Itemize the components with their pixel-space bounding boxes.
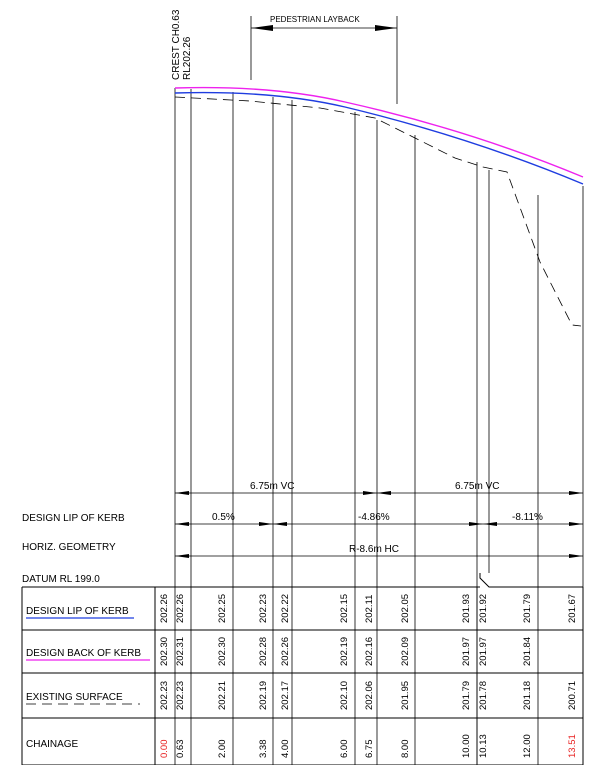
vc-label-1: 6.75m VC: [250, 481, 294, 492]
lip-value: 202.26: [159, 594, 170, 623]
chainage-value: 0.00: [159, 740, 170, 759]
grade-2: -4.86%: [358, 512, 390, 523]
lip-value: 202.15: [339, 594, 350, 623]
arrow-left-icon: [251, 25, 273, 31]
chainage-value: 2.00: [217, 740, 228, 759]
lip-value: 202.23: [258, 594, 269, 623]
horiz-geometry-label: HORIZ. GEOMETRY: [22, 542, 116, 553]
lip-value: 201.79: [522, 594, 533, 623]
table-values: 202.26 202.26 202.25 202.23 202.22 202.15 202.…: [159, 594, 578, 758]
design-lip-profile: [174, 91, 584, 185]
chainage-value: 3.38: [258, 740, 269, 759]
grade-3: -8.11%: [512, 512, 543, 523]
grade-1: 0.5%: [212, 512, 235, 523]
existing-value: 200.71: [567, 681, 578, 710]
lip-value: 202.05: [400, 594, 411, 623]
existing-value: 201.95: [400, 681, 411, 710]
chainage-value: 10.13: [478, 734, 489, 758]
existing-value: 201.18: [522, 681, 533, 710]
existing-value: 202.19: [258, 681, 269, 710]
grade-row: DESIGN LIP OF KERB 0.5% -4.86% -8.11%: [22, 512, 583, 526]
back-value: 202.28: [258, 637, 269, 666]
chainage-value: 12.00: [522, 734, 533, 758]
row-label-back: DESIGN BACK OF KERB: [26, 648, 141, 659]
chainage-value: 6.00: [339, 740, 350, 759]
vc-label-2: 6.75m VC: [455, 481, 499, 492]
existing-value: 201.79: [461, 681, 472, 710]
horiz-geometry-value: R-8.6m HC: [349, 544, 399, 555]
chainage-value: 0.63: [175, 740, 186, 759]
chainage-value: 4.00: [280, 740, 291, 759]
lip-value: 202.22: [280, 594, 291, 623]
lip-value: 201.67: [567, 594, 578, 623]
datum-label: DATUM RL 199.0: [22, 574, 100, 585]
back-value: 201.97: [461, 637, 472, 666]
existing-value: 201.78: [478, 681, 489, 710]
existing-value: 202.10: [339, 681, 350, 710]
design-back-profile: [174, 86, 584, 178]
back-value: 202.16: [364, 637, 375, 666]
crest-chainage: CREST CH0.63: [171, 9, 182, 80]
back-value: 202.19: [339, 637, 350, 666]
layback-label: PEDESTRIAN LAYBACK: [270, 15, 360, 24]
chainage-value: 8.00: [400, 740, 411, 759]
chainage-value: 10.00: [461, 734, 472, 758]
chainage-value: 6.75: [364, 740, 375, 759]
horiz-geometry-row: HORIZ. GEOMETRY R-8.6m HC: [22, 542, 583, 558]
row-label-lip: DESIGN LIP OF KERB: [26, 606, 129, 617]
vc-dimension: 6.75m VC 6.75m VC: [175, 481, 583, 495]
existing-value: 202.06: [364, 681, 375, 710]
crest-rl: RL202.26: [182, 36, 193, 80]
lip-value: 202.25: [217, 594, 228, 623]
lip-value: 202.26: [175, 594, 186, 623]
back-value: 202.30: [159, 637, 170, 666]
layback-dimension: PEDESTRIAN LAYBACK: [250, 15, 398, 104]
existing-value: 202.23: [175, 681, 186, 710]
existing-surface-profile: [174, 96, 582, 327]
back-value: 201.97: [478, 637, 489, 666]
lip-value: 201.92: [478, 594, 489, 623]
back-value: 201.84: [522, 637, 533, 666]
arrow-right-icon: [375, 25, 397, 31]
grade-row-label: DESIGN LIP OF KERB: [22, 513, 125, 524]
chainage-value: 13.51: [567, 734, 578, 758]
lip-value: 202.11: [364, 595, 375, 623]
existing-value: 202.17: [280, 681, 291, 710]
crest-label: CREST CH0.63 RL202.26: [171, 9, 193, 80]
back-value: 202.09: [400, 637, 411, 666]
existing-value: 202.21: [217, 681, 228, 710]
row-label-chainage: CHAINAGE: [26, 739, 79, 750]
back-value: 202.31: [175, 637, 186, 666]
back-value: 202.30: [217, 637, 228, 666]
row-label-existing: EXISTING SURFACE: [26, 692, 123, 703]
existing-value: 202.23: [159, 681, 170, 710]
station-lines: [174, 88, 584, 765]
back-value: 202.26: [280, 637, 291, 666]
data-table: DESIGN LIP OF KERB DESIGN BACK OF KERB E…: [21, 573, 584, 765]
lip-value: 201.93: [461, 594, 472, 623]
